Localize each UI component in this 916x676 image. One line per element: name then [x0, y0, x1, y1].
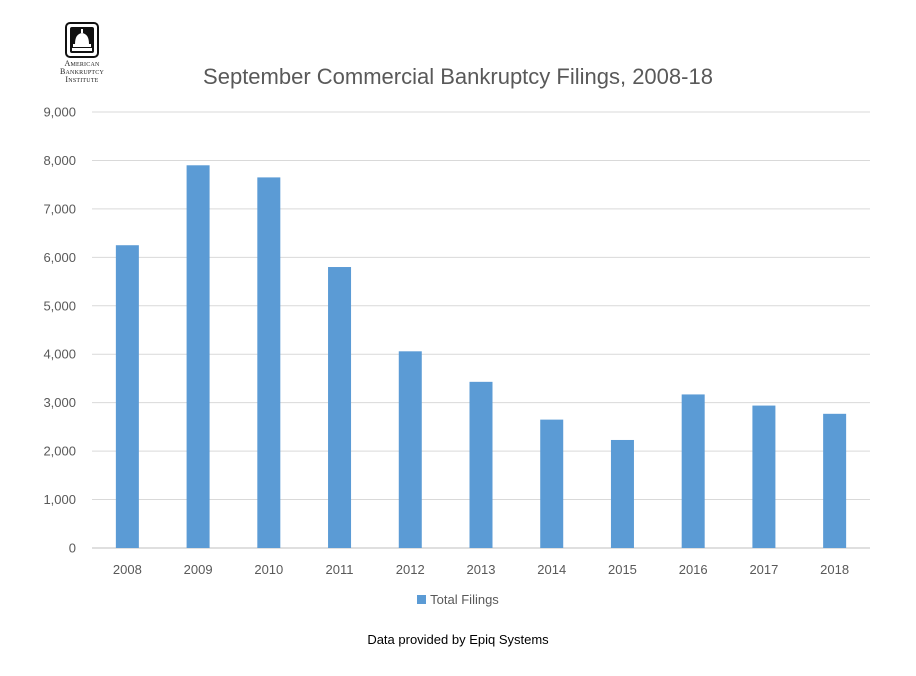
y-tick-label: 7,000 — [43, 201, 76, 216]
bar — [328, 267, 352, 548]
bar — [257, 177, 281, 548]
logo-line-1: American — [64, 59, 100, 68]
y-tick-label: 4,000 — [43, 347, 76, 362]
bar — [398, 351, 422, 548]
y-tick-label: 2,000 — [43, 444, 76, 459]
bar — [823, 413, 847, 548]
x-tick-label: 2008 — [113, 562, 142, 577]
bar — [115, 245, 139, 548]
footnote: Data provided by Epiq Systems — [367, 632, 549, 647]
y-tick-label: 9,000 — [43, 105, 76, 120]
x-tick-label: 2018 — [820, 562, 849, 577]
y-tick-label: 8,000 — [43, 153, 76, 168]
logo-text: American Bankruptcy Institute — [50, 60, 114, 84]
bar — [681, 394, 705, 548]
bar — [610, 439, 634, 548]
x-tick-label: 2017 — [749, 562, 778, 577]
x-tick-label: 2016 — [679, 562, 708, 577]
y-tick-label: 3,000 — [43, 395, 76, 410]
logo-line-3: Institute — [65, 75, 99, 84]
bar — [186, 165, 210, 549]
y-tick-label: 0 — [69, 541, 76, 556]
bar — [469, 381, 493, 548]
y-tick-label: 5,000 — [43, 298, 76, 313]
x-tick-label: 2012 — [396, 562, 425, 577]
x-tick-label: 2015 — [608, 562, 637, 577]
x-tick-label: 2011 — [326, 562, 354, 577]
y-tick-label: 1,000 — [43, 492, 76, 507]
x-tick-label: 2013 — [467, 562, 496, 577]
legend-swatch — [417, 595, 427, 604]
x-tick-label: 2009 — [184, 562, 213, 577]
capitol-dome-icon — [65, 22, 99, 58]
legend: Total Filings — [0, 592, 916, 607]
legend-label: Total Filings — [430, 592, 499, 607]
x-tick-label: 2010 — [254, 562, 283, 577]
x-tick-label: 2014 — [537, 562, 566, 577]
bar — [540, 419, 564, 548]
chart-title: September Commercial Bankruptcy Filings,… — [203, 64, 713, 89]
bar — [752, 405, 776, 548]
logo: American Bankruptcy Institute — [50, 22, 114, 84]
y-tick-label: 6,000 — [43, 250, 76, 265]
logo-line-2: Bankruptcy — [59, 67, 104, 76]
